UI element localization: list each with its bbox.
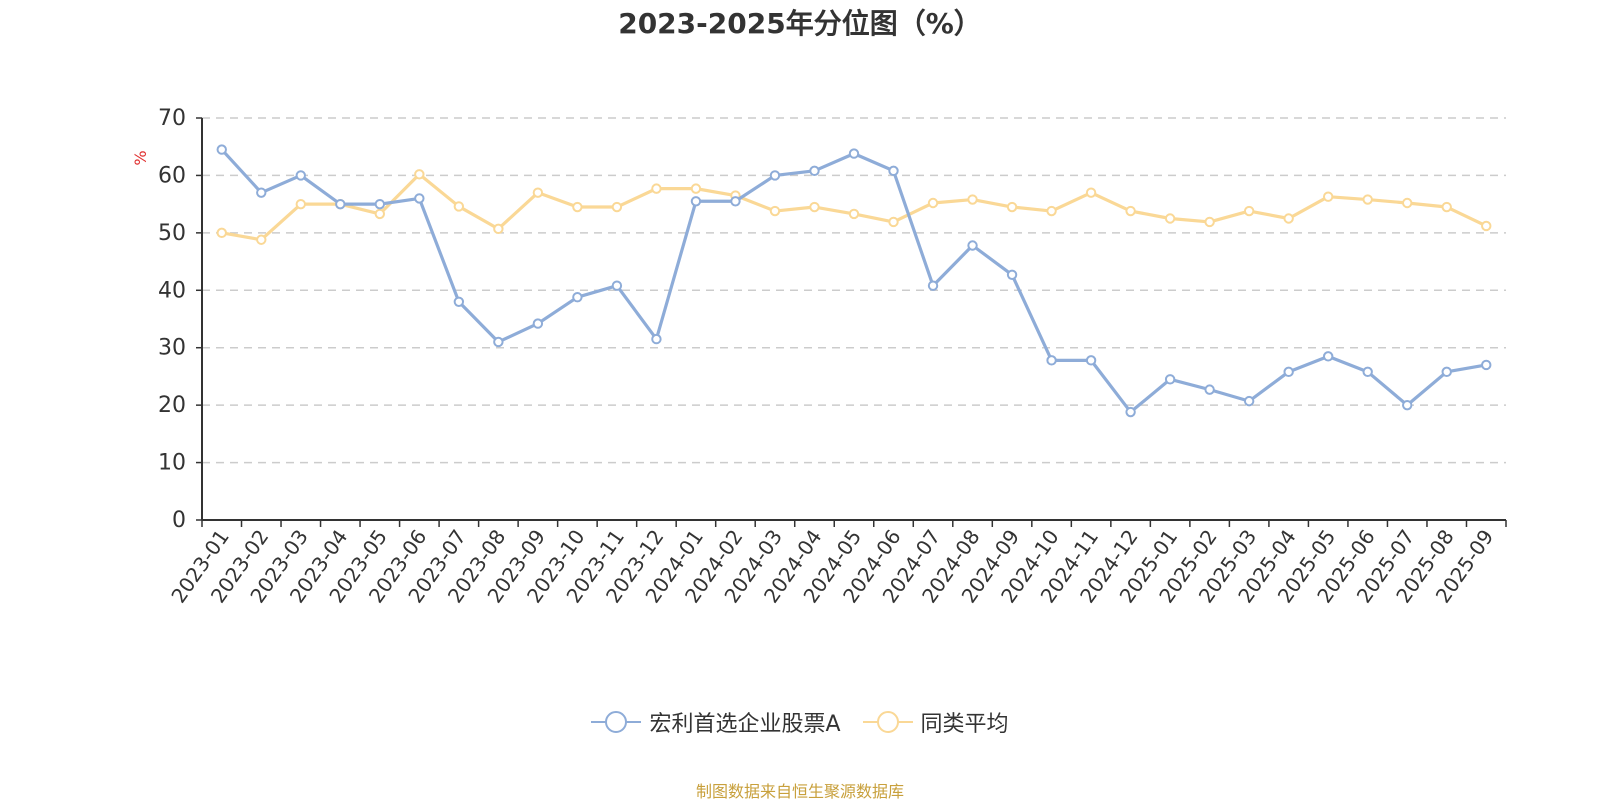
series-2-point — [967, 194, 978, 205]
legend-label-series-2: 同类平均 — [920, 712, 1009, 737]
series-2-point — [769, 205, 781, 217]
series-1-point — [611, 280, 623, 291]
series-2-point — [1402, 197, 1413, 209]
series-2-point — [1322, 191, 1334, 202]
series-2-point — [1164, 213, 1176, 224]
series-1-point — [1085, 355, 1097, 366]
series-2-point — [1006, 201, 1018, 213]
series-1-point — [1006, 269, 1018, 280]
series-2-point — [1085, 187, 1097, 198]
series-1-point — [1362, 366, 1373, 378]
series-2-point — [414, 169, 425, 180]
series-1-point — [888, 165, 899, 177]
y-tick-label: 0 — [172, 508, 186, 533]
y-tick-label: 40 — [158, 278, 186, 303]
series-1-point — [1125, 406, 1136, 418]
series-1-point — [1283, 366, 1294, 378]
series-1-point — [651, 333, 662, 345]
series-2-point — [216, 227, 227, 239]
series-2-point — [1046, 205, 1057, 217]
legend: 宏利首选企业股票A 同类平均 — [0, 706, 1600, 738]
series-1-point — [848, 148, 860, 159]
series-1-point — [256, 187, 267, 198]
series-1-point — [295, 170, 306, 181]
series-2-point — [690, 183, 702, 194]
series-line-1 — [220, 148, 1487, 414]
series-2-point — [374, 208, 386, 220]
series-1-point — [374, 198, 386, 210]
series-1-point — [1164, 374, 1176, 385]
series-1-point — [1243, 395, 1255, 407]
y-axis-label: % — [131, 150, 150, 165]
series-1-point — [809, 165, 820, 177]
series-1-point — [1402, 399, 1413, 411]
series-2-point — [453, 201, 465, 212]
series-2-point — [1125, 205, 1136, 217]
legend-label-series-1: 宏利首选企业股票A — [649, 712, 841, 737]
y-tick-label: 30 — [158, 336, 186, 361]
series-1-point — [1046, 355, 1057, 366]
series-2-point — [1481, 220, 1492, 232]
series-1-point — [1481, 359, 1492, 371]
series-2-point — [809, 201, 820, 213]
legend-item-series-1[interactable]: 宏利首选企业股票A — [591, 706, 841, 738]
series-1-point — [967, 240, 978, 251]
y-tick-label: 10 — [158, 451, 186, 476]
legend-marker-series-1-icon — [591, 711, 642, 733]
series-2-point — [611, 201, 623, 213]
y-tick-label: 50 — [158, 221, 186, 246]
chart-title: 2023-2025年分位图（%） — [618, 7, 982, 40]
series-1-point — [927, 280, 939, 291]
series-2-point — [572, 201, 583, 213]
series-2-point — [1204, 216, 1215, 228]
series-1-point — [730, 196, 741, 207]
series-1-point — [1204, 384, 1215, 395]
series-1-point — [414, 193, 425, 204]
y-tick-label: 20 — [158, 393, 186, 418]
y-tick-label: 70 — [158, 106, 186, 131]
series-1-point — [1441, 366, 1452, 378]
series-2-point — [532, 187, 544, 198]
series-2-point — [1362, 194, 1373, 205]
series-2-point — [927, 197, 939, 209]
series-2-point — [256, 234, 267, 245]
series-2-point — [1243, 205, 1255, 217]
legend-item-series-2[interactable]: 同类平均 — [862, 706, 1009, 738]
series-1-point — [690, 196, 702, 207]
series-2-point — [888, 216, 899, 228]
series-1-point — [572, 291, 583, 303]
series-2-point — [651, 183, 662, 194]
series-2-point — [493, 223, 504, 235]
series-2-point — [848, 208, 860, 220]
y-tick-label: 60 — [158, 163, 186, 188]
series-1-point — [532, 318, 544, 329]
series-1-point — [769, 170, 781, 181]
data-source-note: 制图数据来自恒生聚源数据库 — [695, 782, 904, 801]
series-1-point — [1322, 351, 1334, 362]
series-1-point — [493, 336, 504, 348]
series-1-point — [453, 296, 465, 307]
series-1-point — [216, 144, 227, 155]
legend-marker-series-2-icon — [862, 711, 913, 733]
series-2-point — [295, 198, 306, 210]
series-2-point — [1283, 213, 1294, 224]
series-line-2 — [221, 172, 1487, 242]
series-2-point — [1441, 201, 1452, 213]
series-1-point — [335, 198, 346, 210]
